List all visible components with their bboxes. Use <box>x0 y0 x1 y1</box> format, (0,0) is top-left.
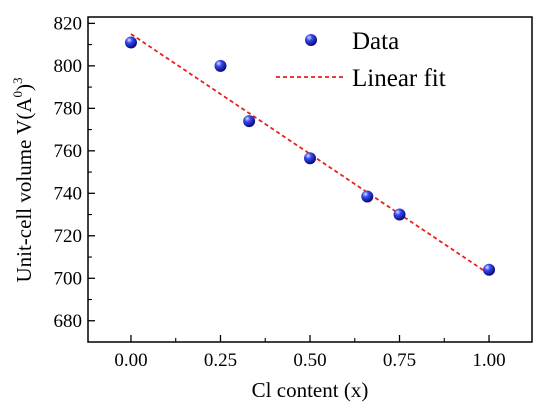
x-tick-label: 1.00 <box>472 350 505 371</box>
data-point <box>393 208 406 221</box>
y-tick-label: 740 <box>54 183 83 204</box>
plot-frame <box>87 16 533 343</box>
x-tick-label: 0.25 <box>204 350 237 371</box>
data-point <box>304 152 316 165</box>
fit-line-layer <box>130 33 490 275</box>
data-point <box>361 190 374 203</box>
x-tick-label: 0.00 <box>114 350 147 371</box>
data-point <box>243 115 256 128</box>
y-tick-label: 700 <box>54 268 83 289</box>
legend-data-marker <box>305 34 317 46</box>
y-axis-title-close: ) <box>12 84 36 91</box>
y-tick-label: 680 <box>54 311 83 332</box>
linear-fit-line <box>130 33 490 275</box>
y-axis-title-sup: 0 <box>10 91 25 98</box>
y-tick-label: 780 <box>54 98 83 119</box>
data-point <box>214 59 227 72</box>
data-point <box>124 36 137 49</box>
y-tick-label: 720 <box>54 226 83 247</box>
y-axis-title: Unit-cell volume V(A0)3 <box>10 77 36 282</box>
legend-fit-label: Linear fit <box>352 65 446 92</box>
data-point <box>483 263 496 276</box>
legend: Data Linear fit <box>276 28 446 92</box>
y-axis-ticks: 680 700 720 740 760 780 800 820 <box>54 13 95 332</box>
x-axis-ticks: 0.00 0.25 0.50 0.75 1.00 <box>114 335 506 371</box>
y-tick-label: 760 <box>54 141 83 162</box>
x-axis-title: Cl content (x) <box>252 378 369 402</box>
legend-data-label: Data <box>352 28 399 55</box>
y-tick-label: 800 <box>54 56 83 77</box>
y-tick-label: 820 <box>54 13 83 34</box>
x-tick-label: 0.50 <box>293 350 326 371</box>
y-axis-title-sup2: 3 <box>10 77 25 84</box>
data-points-layer <box>124 36 496 276</box>
y-axis-title-main: Unit-cell volume V(A <box>12 97 36 283</box>
x-tick-label: 0.75 <box>383 350 416 371</box>
